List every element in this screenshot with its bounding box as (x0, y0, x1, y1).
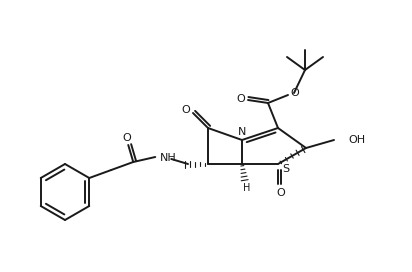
Text: O: O (236, 94, 246, 104)
Text: OH: OH (348, 135, 365, 145)
Text: O: O (290, 88, 300, 98)
Text: H: H (243, 183, 250, 193)
Text: NH: NH (160, 153, 177, 163)
Text: O: O (276, 188, 286, 198)
Text: O: O (123, 133, 131, 143)
Text: N: N (238, 127, 246, 137)
Text: O: O (182, 105, 190, 115)
Text: S: S (283, 164, 290, 174)
